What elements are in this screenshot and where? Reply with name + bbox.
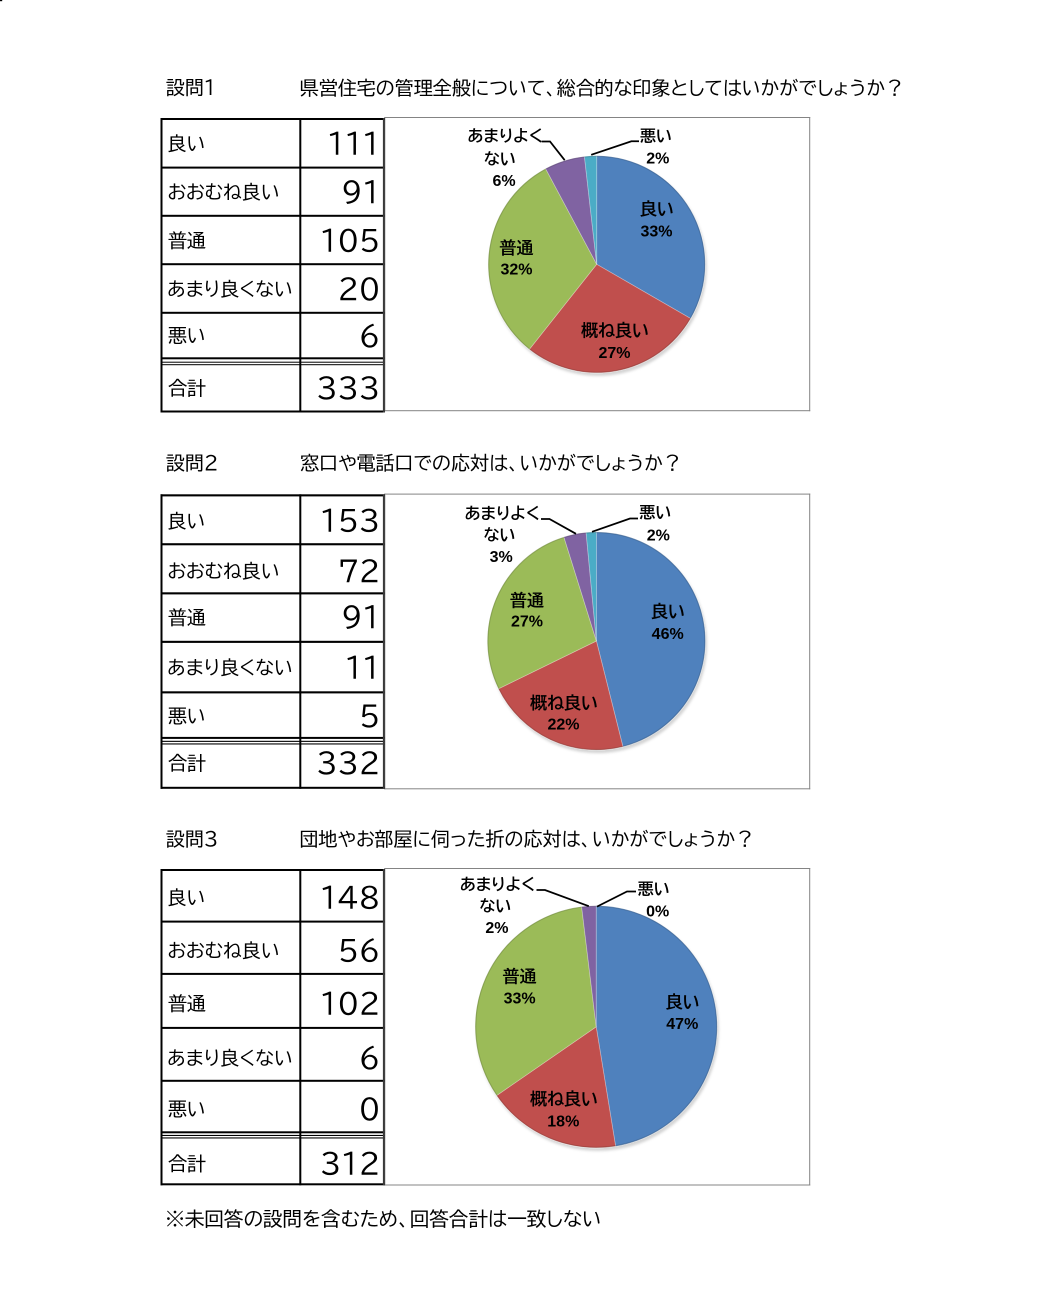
svg-text:良い: 良い bbox=[651, 603, 685, 621]
svg-text:105: 105 bbox=[320, 227, 380, 255]
svg-text:47%: 47% bbox=[666, 1016, 698, 1033]
svg-text:32%: 32% bbox=[500, 262, 532, 279]
svg-text:27%: 27% bbox=[598, 345, 630, 362]
svg-text:あまりよく: あまりよく bbox=[465, 505, 540, 521]
svg-text:あまり良くない: あまり良くない bbox=[167, 1048, 293, 1068]
svg-text:悪い: 悪い bbox=[640, 128, 672, 144]
svg-text:0: 0 bbox=[359, 1096, 380, 1124]
svg-text:普通: 普通 bbox=[168, 994, 206, 1014]
svg-text:おおむね良い: おおむね良い bbox=[167, 940, 280, 960]
svg-text:普通: 普通 bbox=[503, 968, 538, 986]
svg-text:3%: 3% bbox=[490, 549, 513, 566]
svg-text:悪い: 悪い bbox=[168, 1100, 206, 1119]
svg-text:普通: 普通 bbox=[168, 230, 206, 250]
svg-text:良い: 良い bbox=[168, 133, 206, 153]
svg-text:111: 111 bbox=[327, 130, 380, 158]
svg-text:6%: 6% bbox=[493, 173, 516, 190]
svg-text:332: 332 bbox=[316, 749, 380, 777]
svg-text:良い: 良い bbox=[640, 200, 674, 218]
svg-text:おおむね良い: おおむね良い bbox=[167, 182, 280, 202]
svg-text:団地やお部屋に伺った折の応対は、いかがでしょうか？: 団地やお部屋に伺った折の応対は、いかがでしょうか？ bbox=[299, 829, 754, 849]
svg-text:91: 91 bbox=[341, 604, 380, 632]
svg-text:良い: 良い bbox=[168, 511, 206, 531]
svg-text:悪い: 悪い bbox=[168, 327, 206, 346]
svg-text:11: 11 bbox=[345, 654, 380, 682]
svg-text:良い: 良い bbox=[168, 888, 206, 908]
svg-text:2%: 2% bbox=[647, 527, 670, 544]
svg-text:ない: ない bbox=[484, 150, 516, 166]
svg-text:2%: 2% bbox=[485, 920, 508, 937]
svg-text:普通: 普通 bbox=[499, 239, 534, 257]
svg-text:102: 102 bbox=[320, 990, 380, 1018]
svg-text:普通: 普通 bbox=[168, 607, 206, 627]
svg-text:0%: 0% bbox=[646, 904, 669, 921]
svg-text:概ね良い: 概ね良い bbox=[530, 694, 598, 712]
svg-text:46%: 46% bbox=[652, 626, 684, 643]
svg-text:合計: 合計 bbox=[168, 378, 206, 398]
svg-text:2%: 2% bbox=[646, 151, 669, 168]
svg-text:設問1: 設問1 bbox=[166, 79, 216, 98]
svg-text:153: 153 bbox=[320, 507, 380, 535]
svg-text:合計: 合計 bbox=[168, 753, 206, 773]
svg-text:56: 56 bbox=[338, 937, 381, 965]
svg-text:27%: 27% bbox=[511, 613, 543, 630]
svg-text:33%: 33% bbox=[640, 223, 672, 240]
svg-text:概ね良い: 概ね良い bbox=[530, 1090, 598, 1108]
svg-text:良い: 良い bbox=[666, 993, 700, 1011]
svg-text:普通: 普通 bbox=[510, 592, 545, 610]
svg-text:あまりよく: あまりよく bbox=[460, 876, 535, 892]
svg-text:悪い: 悪い bbox=[639, 504, 671, 520]
svg-text:333: 333 bbox=[316, 374, 380, 402]
svg-text:合計: 合計 bbox=[168, 1154, 206, 1174]
svg-text:あまり良くない: あまり良くない bbox=[167, 279, 293, 299]
svg-text:悪い: 悪い bbox=[638, 880, 670, 896]
svg-text:6: 6 bbox=[359, 1044, 380, 1072]
svg-text:設問3: 設問3 bbox=[166, 830, 218, 849]
svg-text:※未回答の設問を含むため、回答合計は一致しない: ※未回答の設問を含むため、回答合計は一致しない bbox=[165, 1208, 601, 1229]
svg-text:18%: 18% bbox=[547, 1113, 579, 1130]
svg-text:6: 6 bbox=[359, 322, 380, 350]
svg-text:窓口や電話口での応対は、いかがでしょうか？: 窓口や電話口での応対は、いかがでしょうか？ bbox=[300, 453, 682, 473]
svg-text:ない: ない bbox=[479, 897, 511, 913]
svg-text:72: 72 bbox=[338, 558, 381, 586]
svg-text:20: 20 bbox=[338, 275, 381, 303]
svg-text:県営住宅の管理全般について、総合的な印象としてはいかがでしょ: 県営住宅の管理全般について、総合的な印象としてはいかがでしょうか？ bbox=[300, 78, 904, 98]
svg-text:あまり良くない: あまり良くない bbox=[167, 657, 293, 677]
svg-text:悪い: 悪い bbox=[168, 707, 206, 726]
svg-text:設問2: 設問2 bbox=[166, 454, 218, 473]
svg-text:あまりよく: あまりよく bbox=[468, 128, 543, 144]
svg-text:312: 312 bbox=[320, 1150, 380, 1178]
svg-text:おおむね良い: おおむね良い bbox=[167, 561, 280, 581]
svg-text:概ね良い: 概ね良い bbox=[581, 322, 649, 340]
svg-text:148: 148 bbox=[320, 884, 380, 912]
svg-text:91: 91 bbox=[341, 178, 380, 206]
svg-text:33%: 33% bbox=[504, 990, 536, 1007]
svg-text:5: 5 bbox=[359, 703, 380, 731]
svg-text:ない: ない bbox=[483, 527, 515, 543]
svg-text:22%: 22% bbox=[547, 716, 579, 733]
